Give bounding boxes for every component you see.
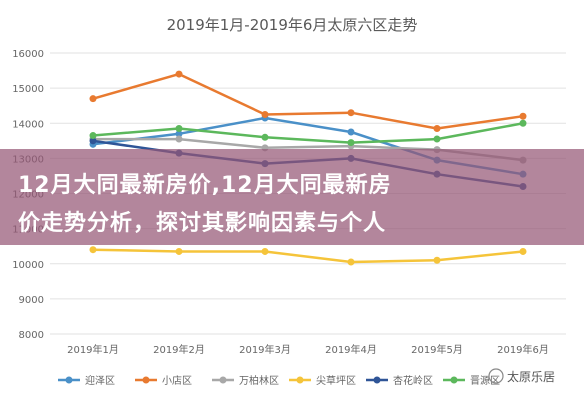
legend: 迎泽区 小店区 万柏林区 尖草坪区 杏花岭区 晋源区 (58, 374, 500, 387)
data-point (347, 139, 355, 147)
data-point (519, 247, 527, 255)
data-point (347, 258, 355, 266)
data-point (175, 125, 183, 133)
legend-marker (65, 376, 73, 384)
watermark-logo-icon (488, 368, 504, 384)
legend-marker (373, 376, 381, 384)
x-tick-label: 2019年1月 (67, 343, 119, 356)
data-point (433, 125, 441, 133)
data-point (175, 70, 183, 78)
legend-label: 迎泽区 (85, 375, 115, 387)
data-point (347, 109, 355, 117)
y-tick-label: 15000 (12, 84, 44, 95)
data-point (261, 110, 269, 118)
x-tick-label: 2019年4月 (325, 343, 377, 356)
legend-label: 小店区 (162, 374, 192, 387)
data-point (261, 247, 269, 255)
data-point (175, 247, 183, 255)
data-point (89, 132, 97, 140)
y-tick-label: 8000 (19, 330, 44, 341)
x-tick-label: 2019年3月 (239, 343, 291, 356)
data-point (89, 137, 97, 145)
y-tick-label: 16000 (12, 49, 44, 60)
y-tick-label: 10000 (12, 260, 44, 271)
data-point (519, 112, 527, 120)
legend-label: 万柏林区 (239, 374, 279, 387)
data-point (433, 135, 441, 143)
legend-label: 尖草坪区 (316, 374, 356, 387)
series-line-1 (92, 72, 524, 130)
y-tick-label: 14000 (12, 119, 44, 130)
y-tick-label: 9000 (19, 295, 44, 306)
chart-title: 2019年1月-2019年6月太原六区走势 (167, 16, 418, 34)
data-point (519, 119, 527, 127)
series-line-3 (92, 248, 524, 264)
overlay-line-1: 12月大同最新房价,12月大同最新房 (18, 173, 392, 198)
data-point (261, 133, 269, 141)
data-point (175, 135, 183, 143)
data-point (347, 128, 355, 136)
watermark-text: 太原乐居 (507, 369, 555, 384)
data-point (175, 130, 183, 138)
data-point (433, 256, 441, 264)
series-line-5 (92, 122, 524, 144)
legend-label: 杏花岭区 (393, 374, 433, 387)
legend-label: 晋源区 (470, 374, 500, 387)
watermark: 太原乐居 (488, 368, 555, 384)
x-tick-label: 2019年5月 (411, 343, 463, 356)
title-overlay-banner: 12月大同最新房价,12月大同最新房 价走势分析，探讨其影响因素与个人 (0, 149, 584, 245)
x-tick-label: 2019年2月 (153, 343, 205, 356)
x-axis: 2019年1月 2019年2月 2019年3月 2019年4月 2019年5月 2019年… (67, 343, 549, 356)
data-point (89, 246, 97, 254)
overlay-line-2: 价走势分析，探讨其影响因素与个人 (18, 211, 387, 236)
x-tick-label: 2019年6月 (497, 343, 549, 356)
legend-marker (296, 376, 304, 384)
legend-marker (450, 376, 458, 384)
data-point (89, 95, 97, 103)
legend-marker (219, 376, 227, 384)
legend-marker (142, 376, 150, 384)
